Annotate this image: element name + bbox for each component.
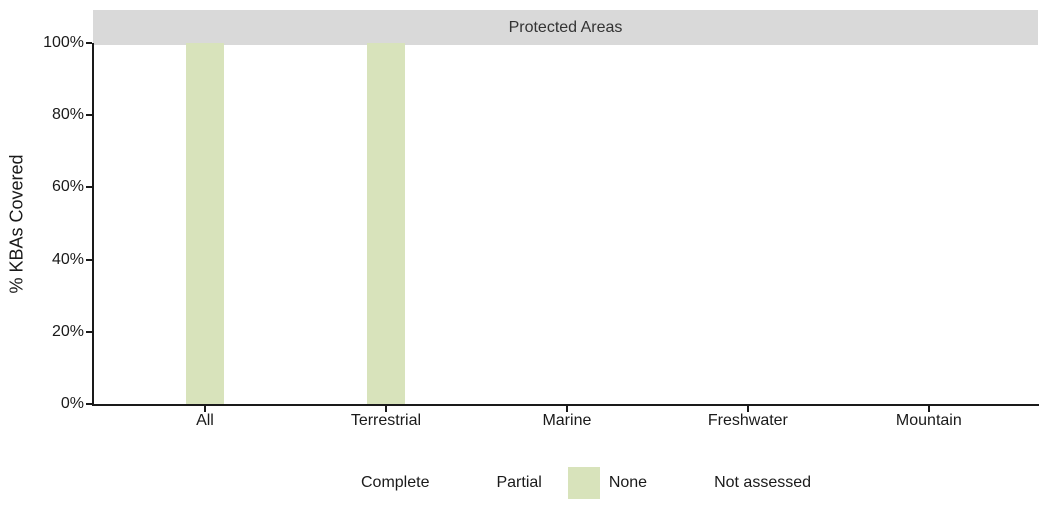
- facet-strip: Protected Areas: [93, 10, 1038, 45]
- plot-area: [93, 43, 1038, 404]
- x-tick-mark: [746, 406, 749, 412]
- y-tick-label-60%: 60%: [51, 178, 84, 196]
- legend-item-label-partial: Partial: [496, 474, 542, 491]
- x-tick-mark: [565, 406, 568, 412]
- legend-key-swatch-complete: [319, 467, 352, 499]
- y-axis-line: [92, 43, 94, 406]
- x-axis-category-label-marine: Marine: [542, 412, 592, 429]
- y-tick-mark: [86, 42, 92, 44]
- legend-item-partial: Partial: [455, 467, 542, 499]
- legend-item-not-assessed: Not assessed: [673, 467, 811, 499]
- y-tick-label-20%: 20%: [51, 322, 84, 340]
- legend-item-none: None: [567, 467, 648, 499]
- y-axis-title: % KBAs Covered: [6, 154, 27, 294]
- x-axis-category-label-terrestrial: Terrestrial: [350, 412, 422, 429]
- x-tick-mark: [927, 406, 930, 412]
- legend-item-complete: Complete: [319, 467, 430, 499]
- y-tick-mark: [86, 403, 92, 405]
- x-tick-mark: [203, 406, 206, 412]
- facet-strip-label: Protected Areas: [508, 18, 623, 36]
- y-tick-mark: [86, 258, 92, 261]
- x-axis-category-label-mountain: Mountain: [895, 412, 962, 429]
- x-tick-mark: [384, 406, 387, 412]
- bar-none-all: [185, 43, 224, 404]
- legend-key-swatch-partial: [455, 467, 488, 499]
- y-tick-label-100%: 100%: [43, 34, 84, 51]
- legend-item-label-none: None: [608, 474, 648, 491]
- bar-none-terrestrial: [366, 43, 405, 404]
- legend-item-label-complete: Complete: [360, 474, 430, 491]
- y-tick-mark: [86, 186, 92, 189]
- x-axis-line: [92, 404, 1039, 406]
- legend-key-swatch-none: [567, 467, 600, 499]
- legend: Complete Partial None Not assessed: [93, 461, 1038, 505]
- legend-key-swatch-not-assessed: [673, 467, 706, 499]
- x-axis-category-label-all: All: [196, 412, 214, 429]
- y-tick-label-40%: 40%: [51, 250, 84, 268]
- y-tick-label-80%: 80%: [51, 106, 84, 124]
- y-tick-mark: [86, 330, 92, 333]
- y-tick-label-0%: 0%: [60, 395, 84, 412]
- y-tick-mark: [86, 114, 92, 117]
- x-axis-category-label-freshwater: Freshwater: [707, 412, 788, 429]
- legend-item-label-not-assessed: Not assessed: [714, 474, 812, 491]
